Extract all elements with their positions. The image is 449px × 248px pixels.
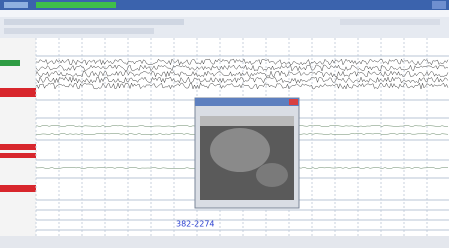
window-buttons[interactable] — [432, 1, 446, 9]
toolbar[interactable] — [4, 19, 184, 25]
screenshot: 382-2274 — [0, 0, 449, 248]
menu-bar[interactable] — [0, 10, 449, 17]
channel-label[interactable] — [0, 88, 36, 97]
status-bar — [0, 236, 449, 248]
overlay-label: 382-2274 — [176, 220, 215, 229]
close-button[interactable] — [289, 99, 298, 105]
video-subject — [210, 128, 270, 172]
video-subject — [256, 163, 288, 187]
channel-label[interactable] — [0, 153, 36, 158]
toolbar[interactable] — [4, 28, 154, 34]
progress-bar — [36, 2, 116, 8]
channel-label[interactable] — [0, 60, 20, 66]
channel-label[interactable] — [0, 185, 36, 192]
channel-panel — [0, 38, 36, 236]
toolbar[interactable] — [340, 19, 440, 25]
app-logo — [4, 2, 28, 8]
video-subject — [200, 116, 294, 126]
channel-label[interactable] — [0, 144, 36, 150]
video-window-title-bar — [195, 98, 299, 106]
